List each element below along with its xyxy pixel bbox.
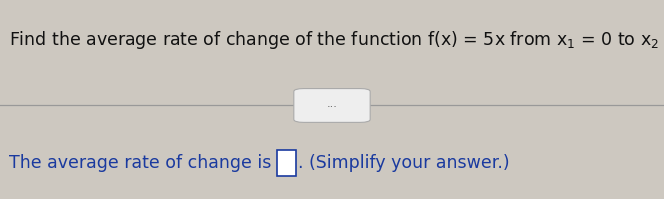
Text: ...: ... xyxy=(327,100,337,109)
Text: The average rate of change is: The average rate of change is xyxy=(9,154,276,172)
Text: . (Simplify your answer.): . (Simplify your answer.) xyxy=(298,154,510,172)
Text: Find the average rate of change of the function f(x) = 5x from x$_1$ = 0 to x$_2: Find the average rate of change of the f… xyxy=(9,29,664,51)
FancyBboxPatch shape xyxy=(276,150,296,176)
FancyBboxPatch shape xyxy=(293,89,371,122)
